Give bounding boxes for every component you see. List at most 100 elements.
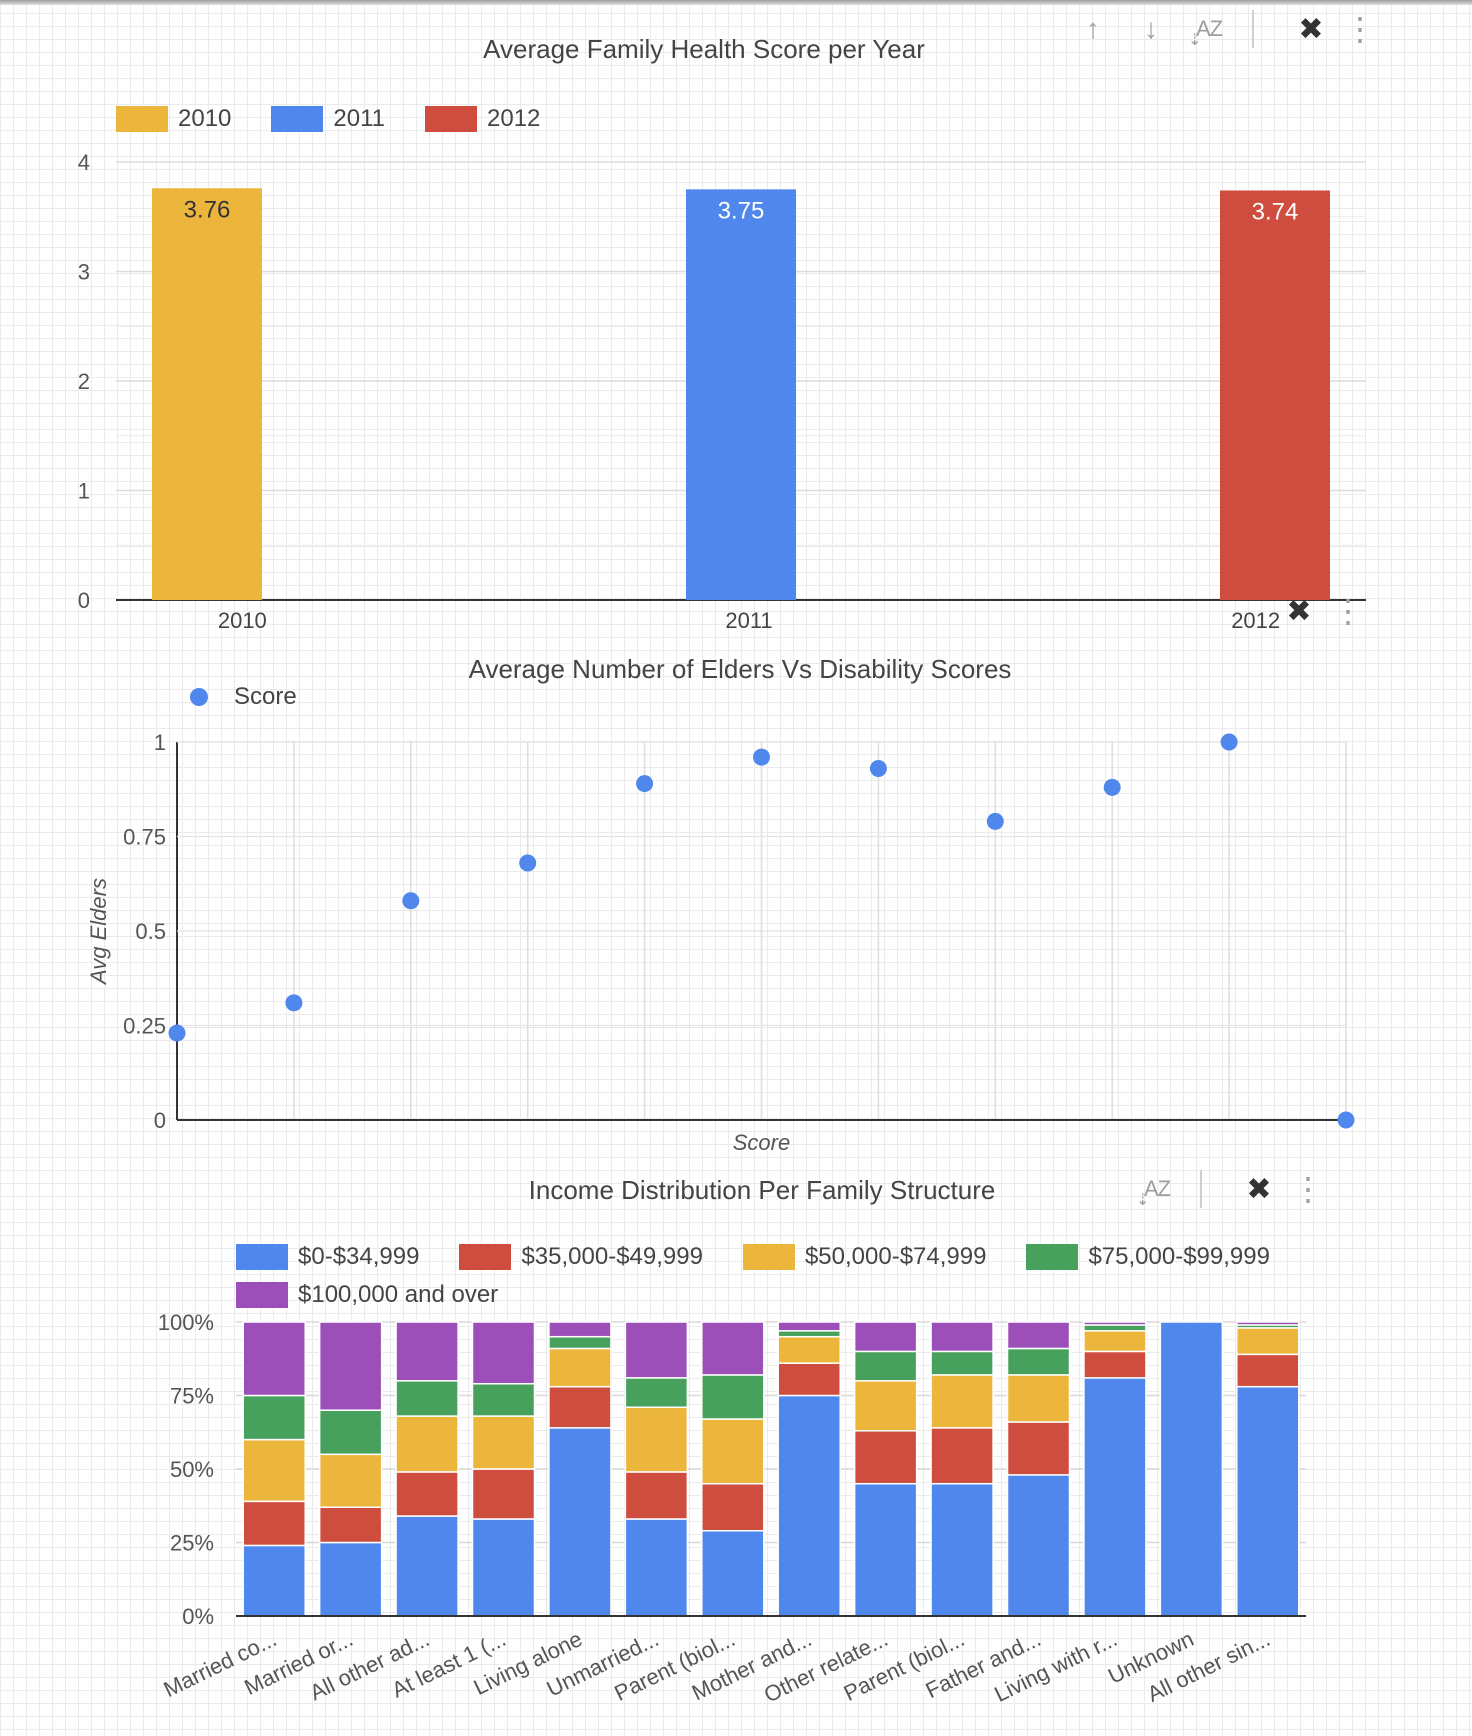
legend-item[interactable]: $100,000 and over (236, 1276, 498, 1314)
pin-off-icon[interactable]: ✖ (1286, 594, 1312, 628)
stacked-bar-segment (853, 1380, 918, 1432)
stacked-bar-segment (777, 1362, 841, 1397)
pin-off-icon[interactable]: ✖ (1298, 12, 1324, 46)
elders-chart-toolbar: ✖ ⋮ (1270, 592, 1368, 630)
stacked-bar-segment (471, 1382, 536, 1417)
scatter-point (168, 1024, 186, 1042)
scatter-point (753, 748, 770, 766)
legend-label: 2011 (333, 105, 385, 132)
stacked-bar-segment (1236, 1321, 1300, 1326)
toolbar-divider (1200, 1170, 1202, 1208)
toolbar-divider (1252, 10, 1254, 48)
stacked-bar-segment (701, 1374, 765, 1420)
y-tick-label: 0% (182, 1604, 214, 1629)
sort-ascending-icon[interactable]: ↑ (1086, 13, 1100, 44)
more-vert-icon[interactable]: ⋮ (1292, 1171, 1324, 1207)
stacked-bar-segment (548, 1427, 612, 1617)
stacked-bar-segment (318, 1321, 383, 1411)
y-tick-label: 1 (154, 730, 166, 755)
stacked-bar-segment (548, 1335, 612, 1350)
more-vert-icon[interactable]: ⋮ (1332, 593, 1364, 629)
stacked-bar-segment (242, 1500, 306, 1547)
legend-label: $50,000-$74,999 (804, 1243, 987, 1270)
stacked-bar-segment (242, 1394, 306, 1441)
legend-swatch (1026, 1244, 1079, 1270)
stacked-bar-segment (1006, 1421, 1071, 1476)
legend-label: $0-$34,999 (298, 1243, 420, 1270)
x-axis-title: Score (733, 1130, 790, 1155)
stacked-bar-segment (930, 1427, 994, 1485)
legend-item[interactable]: $35,000-$49,999 (459, 1238, 703, 1276)
stacked-bar-segment (1006, 1374, 1071, 1423)
stacked-bar-segment (548, 1385, 612, 1429)
y-tick-label: 75% (170, 1384, 214, 1409)
stacked-bar-segment (701, 1482, 765, 1532)
stacked-bar-segment (471, 1415, 536, 1470)
stacked-bar-segment (242, 1544, 306, 1617)
bar-data-label: 3.74 (1252, 198, 1299, 225)
stacked-bar-segment (242, 1438, 306, 1503)
scatter-point (1220, 733, 1238, 751)
income-chart-legend: $0-$34,999 $35,000-$49,999 $50,000-$74,999… (236, 1238, 1336, 1314)
income-stacked-bar-chart: 0%25%50%75%100%Married co...Married or..… (158, 1310, 1306, 1707)
legend-item[interactable]: $0-$34,999 (236, 1238, 419, 1276)
legend-item[interactable]: 2011 (271, 100, 385, 138)
legend-swatch (425, 106, 477, 132)
stacked-bar-segment (318, 1409, 383, 1456)
legend-swatch (190, 688, 208, 706)
stacked-bar-segment (853, 1350, 918, 1382)
x-tick-label: 2011 (725, 608, 772, 633)
stacked-bar-segment (548, 1321, 612, 1338)
legend-item[interactable]: 2010 (116, 100, 231, 138)
legend-item[interactable]: 2012 (425, 100, 540, 138)
stacked-bar-segment (853, 1321, 918, 1353)
stacked-bar-segment (395, 1415, 459, 1473)
stacked-bar-segment (777, 1321, 841, 1332)
sort-alpha-icon[interactable]: AZ (1180, 16, 1238, 50)
stacked-bar-segment (624, 1406, 689, 1473)
stacked-bar-segment (471, 1518, 536, 1617)
stacked-bar-segment (471, 1468, 536, 1520)
legend-label: $75,000-$99,999 (1088, 1243, 1270, 1270)
stacked-bar-segment (777, 1394, 841, 1617)
stacked-bar-segment (1083, 1377, 1147, 1617)
stacked-bar-segment (701, 1321, 765, 1376)
legend-swatch (236, 1282, 288, 1308)
y-tick-label: 0.75 (123, 825, 166, 850)
bar-data-label: 3.76 (184, 196, 231, 223)
stacked-bar-segment (318, 1453, 383, 1508)
health-chart-legend: 2010 2011 2012 (116, 100, 1016, 138)
legend-swatch (459, 1244, 512, 1270)
legend-item[interactable]: $75,000-$99,999 (1026, 1238, 1270, 1276)
scatter-point (402, 892, 420, 910)
x-tick-label: 2012 (1231, 608, 1280, 633)
stacked-bar-segment (1006, 1321, 1071, 1350)
y-tick-label: 0 (78, 588, 90, 613)
legend-item[interactable]: Score (190, 678, 297, 716)
legend-label: $35,000-$49,999 (521, 1243, 703, 1270)
stacked-bar-segment (1236, 1327, 1300, 1356)
stacked-bar-segment (395, 1380, 459, 1417)
stacked-bar-segment (242, 1321, 306, 1397)
pin-off-icon[interactable]: ✖ (1246, 1172, 1272, 1206)
stacked-bar-segment (318, 1541, 383, 1617)
top-border (0, 0, 1472, 5)
more-vert-icon[interactable]: ⋮ (1344, 11, 1376, 47)
x-tick-label: 2010 (218, 608, 267, 633)
stacked-bar-segment (1006, 1347, 1071, 1376)
stacked-bar-segment (318, 1506, 383, 1544)
legend-swatch (271, 106, 324, 132)
legend-item[interactable]: $50,000-$74,999 (742, 1238, 987, 1276)
scatter-point (986, 812, 1004, 830)
stacked-bar-segment (1083, 1330, 1147, 1353)
legend-swatch (116, 106, 168, 132)
sort-descending-icon[interactable]: ↓ (1144, 13, 1158, 44)
scatter-point (285, 994, 303, 1012)
stacked-bar-segment (624, 1471, 689, 1520)
stacked-bar-segment (1006, 1474, 1071, 1617)
stacked-bar-segment (853, 1482, 918, 1617)
stacked-bar-segment (1159, 1321, 1224, 1617)
health-bar-chart: 0 1 2 3 4 3.76 3.75 3.74 2010 2011 2012 (78, 150, 1366, 633)
sort-alpha-icon[interactable]: AZ (1128, 1176, 1186, 1210)
stacked-bar-segment (930, 1374, 994, 1429)
